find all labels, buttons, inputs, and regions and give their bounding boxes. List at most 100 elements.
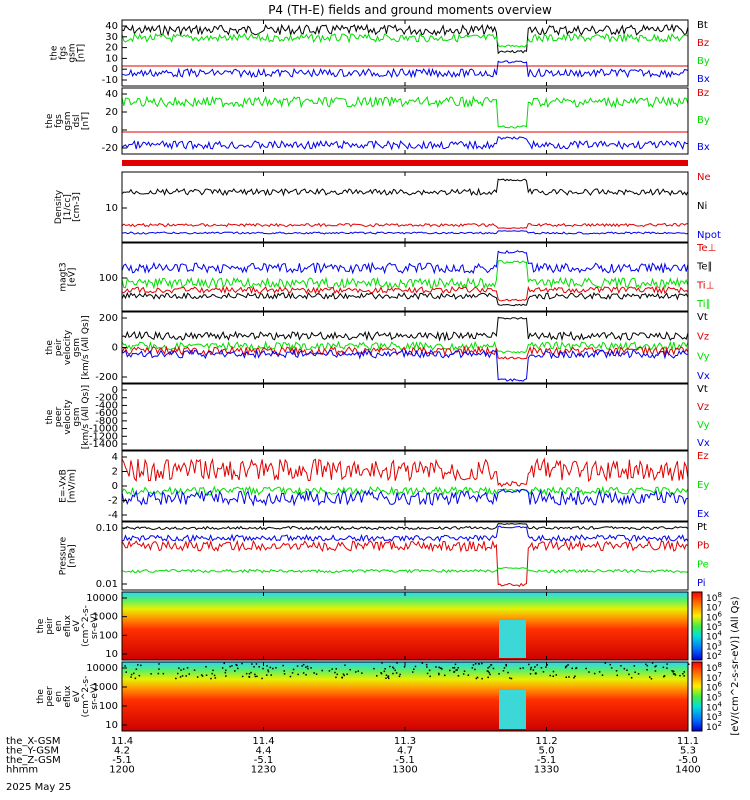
y-tick-label: -4 <box>108 510 118 521</box>
y-axis-label: fgs <box>54 114 64 128</box>
y-axis-label: sr-eV) <box>90 683 100 709</box>
legend-entry: Vy <box>697 351 710 362</box>
legend-entry: Pi <box>697 578 706 589</box>
ephemeris-value: -5.1 <box>254 755 274 766</box>
y-tick-label: 100 <box>99 273 118 284</box>
y-axis-label: fgs <box>59 46 69 60</box>
colorbar-tick: 105 <box>706 620 722 633</box>
y-tick-label: -200 <box>95 393 118 404</box>
y-axis-label: [mV/m] <box>68 469 78 503</box>
colorbar-gradient <box>691 661 703 732</box>
series-line-vt <box>121 316 689 342</box>
legend-entry: Ne <box>697 172 711 183</box>
y-axis-label: en <box>54 620 64 631</box>
ephemeris-value: 5.3 <box>680 746 696 757</box>
y-tick-label: 10000 <box>86 593 118 604</box>
series-line-bx <box>121 136 689 151</box>
colorbar-tick: 108 <box>706 661 722 674</box>
legend-entry: Ez <box>697 451 709 462</box>
series-line-pt <box>121 523 689 531</box>
ephemeris-value: 1330 <box>534 765 559 776</box>
colorbar-label: [eV/(cm^2-s-sr-eV)] (All Qs) <box>730 596 741 735</box>
legend-entry: Te⊥ <box>696 243 716 254</box>
legend-entry: Vy <box>697 420 710 431</box>
y-tick-label: 100 <box>99 701 118 712</box>
y-tick-label: -20 <box>102 143 118 154</box>
ephemeris-value: 11.1 <box>677 736 699 747</box>
series-line-by <box>121 95 689 129</box>
legend-entry: Ni <box>697 201 707 212</box>
ephemeris-value: -5.1 <box>112 755 132 766</box>
y-tick-label: 10000 <box>86 663 118 674</box>
y-tick-label: 10 <box>105 720 118 731</box>
date-label: 2025 May 25 <box>6 782 71 793</box>
series-line-by <box>121 32 689 48</box>
colorbar-tick: 106 <box>706 681 722 694</box>
ephemeris-labels: the_X-GSM 11.4 11.4 11.3 11.2 11.1 the_Y-GSM 4.… <box>6 736 701 776</box>
y-axis-label: the <box>36 618 46 633</box>
series-line-pi <box>121 525 689 543</box>
y-axis-label: dsl <box>72 115 82 128</box>
series-line-bt <box>121 23 689 55</box>
y-axis-label: peer <box>45 686 55 707</box>
ephemeris-value: 4.2 <box>114 746 130 757</box>
colorbar-tick: 106 <box>706 610 722 623</box>
colorbar-tick: 104 <box>706 630 722 643</box>
y-axis-label: gsm <box>68 43 78 62</box>
y-tick-label: 2 <box>112 467 118 478</box>
panel-frame-peir_velocity <box>121 311 689 384</box>
y-tick-label: -2 <box>108 496 118 507</box>
panel-frame-efield <box>121 450 689 522</box>
series-line-ex <box>121 488 689 507</box>
legend-entry: Bx <box>697 142 710 153</box>
legend-entry: Pt <box>697 522 707 533</box>
y-axis-label: [eV] <box>68 268 78 287</box>
y-tick-label: 0 <box>112 481 118 492</box>
y-axis-label: E=-VxB <box>59 469 69 503</box>
y-axis-label: gsm <box>72 338 82 357</box>
series-line-ni <box>121 178 689 197</box>
y-axis-label: gsm <box>63 111 73 130</box>
spectrogram <box>122 662 690 731</box>
legend-entry: Vt <box>697 312 708 323</box>
colorbar-tick: 108 <box>706 591 722 604</box>
ephemeris-value: 11.2 <box>535 736 557 747</box>
y-tick-label: 0.01 <box>96 579 118 590</box>
y-tick-label: 200 <box>99 313 118 324</box>
series-line-vx <box>121 348 689 382</box>
separator-band <box>122 160 688 166</box>
series-line-pe <box>121 567 689 574</box>
legend-entry: By <box>697 56 710 67</box>
y-tick-label: 1000 <box>93 612 118 623</box>
panel-frame-temperature <box>121 242 689 312</box>
series-line-pb <box>121 539 689 588</box>
y-tick-label: 10 <box>105 203 118 214</box>
legend-entry: Vx <box>697 371 710 382</box>
legend-entry: Ti∥ <box>696 299 711 310</box>
y-axis-label: en <box>54 691 64 702</box>
legend-entry: Te∥ <box>696 262 713 273</box>
ephemeris-value: 4.4 <box>256 746 272 757</box>
legend-entry: Ey <box>697 480 709 491</box>
colorbar-gradient <box>691 591 703 661</box>
ephemeris-row-label: the_Y-GSM <box>6 746 59 757</box>
y-axis-label: velocity <box>63 399 73 435</box>
legend-entry: Pb <box>697 541 709 552</box>
ephemeris-value: 11.4 <box>111 736 133 747</box>
y-axis-label: [nPa] <box>68 544 78 567</box>
y-axis-label: Density <box>54 189 64 224</box>
y-axis-label: the <box>36 689 46 704</box>
ephemeris-row-label: the_X-GSM <box>6 736 60 747</box>
colorbar-tick: 107 <box>706 601 722 614</box>
y-tick-label: -1200 <box>89 431 118 442</box>
legend-entry: Npot <box>697 230 721 241</box>
colorbar-tick: 102 <box>706 649 722 662</box>
series-line-bx <box>121 60 689 79</box>
series-line-ti <box>121 260 689 290</box>
colorbar-tick: 103 <box>706 639 722 652</box>
y-axis-label: velocity <box>63 329 73 365</box>
legend-entry: By <box>697 115 710 126</box>
y-tick-label: 10 <box>105 53 118 64</box>
y-tick-label: 4 <box>112 452 118 463</box>
